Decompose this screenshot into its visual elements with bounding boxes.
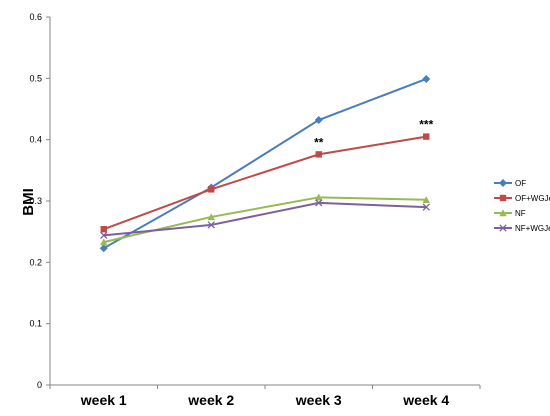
y-tick-label: 0.6 — [29, 12, 42, 22]
legend-item: OF+WGJe — [494, 194, 550, 203]
x-axis: week 1 week 2 week 3 week 4 — [49, 384, 481, 408]
data-point — [100, 231, 108, 240]
data-point — [208, 186, 215, 193]
series-line — [103, 78, 427, 250]
y-tick-label: 0.3 — [29, 196, 42, 206]
legend: OF OF+WGJe NF NF+WGJe — [494, 179, 550, 233]
y-axis: 0 0.1 0.2 0.3 0.4 0.5 0.6 — [29, 12, 51, 390]
data-point — [423, 133, 430, 140]
series-layer — [99, 74, 431, 253]
y-tick-label: 0.4 — [29, 135, 42, 145]
data-point — [315, 151, 322, 158]
series-nf-wgje — [100, 199, 430, 240]
significance-annotation: *** — [419, 118, 433, 132]
legend-label: NF — [515, 209, 526, 218]
series-of — [99, 74, 431, 253]
x-tick-label: week 1 — [80, 392, 127, 408]
legend-marker — [499, 209, 507, 217]
significance-annotation: ** — [314, 135, 324, 149]
data-point — [100, 226, 107, 233]
legend-item: NF+WGJe — [494, 224, 550, 233]
x-tick-label: week 2 — [187, 392, 234, 408]
data-point — [422, 203, 430, 211]
legend-marker — [499, 179, 507, 187]
legend-item: OF — [494, 179, 526, 188]
legend-marker — [499, 194, 507, 202]
y-tick-label: 0.1 — [29, 319, 42, 329]
x-tick-label: week 3 — [295, 392, 342, 408]
series-line — [103, 196, 427, 244]
data-point — [422, 74, 431, 83]
y-axis-title: BMI — [20, 188, 37, 216]
legend-label: NF+WGJe — [515, 224, 550, 233]
series-line — [103, 201, 427, 237]
x-tick-label: week 4 — [402, 392, 449, 408]
legend-label: OF+WGJe — [515, 194, 550, 203]
legend-marker — [499, 224, 507, 232]
data-point — [314, 116, 323, 125]
series-line — [103, 135, 427, 231]
series-of-wgje — [100, 133, 430, 233]
legend-label: OF — [515, 179, 526, 188]
legend-item: NF — [494, 209, 526, 218]
data-point — [207, 213, 215, 221]
data-point — [99, 244, 108, 253]
series-nf — [100, 193, 430, 246]
y-tick-label: 0 — [37, 380, 42, 390]
y-tick-label: 0.2 — [29, 257, 42, 267]
data-point — [315, 199, 323, 207]
data-point — [422, 196, 430, 203]
data-point — [207, 221, 215, 229]
data-point — [100, 238, 108, 246]
data-point — [315, 193, 323, 201]
y-tick-label: 0.5 — [29, 73, 42, 83]
annotation-layer: ***** — [314, 118, 434, 150]
